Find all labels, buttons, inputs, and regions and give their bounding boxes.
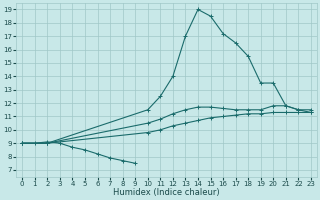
- X-axis label: Humidex (Indice chaleur): Humidex (Indice chaleur): [113, 188, 220, 197]
